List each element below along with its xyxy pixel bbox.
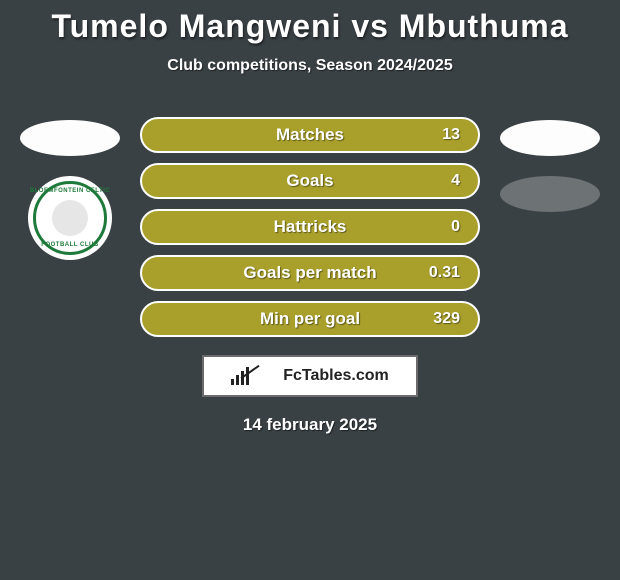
stat-bar: Matches 13 — [140, 117, 480, 153]
stat-bar: Hattricks 0 — [140, 209, 480, 245]
date-text: 14 february 2025 — [0, 415, 620, 435]
stat-bar: Goals per match 0.31 — [140, 255, 480, 291]
stat-label: Matches — [276, 125, 344, 145]
stat-label: Goals — [286, 171, 333, 191]
stat-bar: Goals 4 — [140, 163, 480, 199]
stat-bar: Min per goal 329 — [140, 301, 480, 337]
stat-label: Goals per match — [243, 263, 376, 283]
brand-box: FcTables.com — [202, 355, 418, 397]
stat-value: 329 — [433, 310, 460, 328]
stat-bars: Matches 13 Goals 4 Hattricks 0 Goals per match… — [0, 117, 620, 337]
brand-text: FcTables.com — [283, 367, 389, 385]
stat-label: Hattricks — [274, 217, 347, 237]
subtitle: Club competitions, Season 2024/2025 — [0, 57, 620, 75]
stat-value: 0.31 — [429, 264, 460, 282]
page-title: Tumelo Mangweni vs Mbuthuma — [0, 0, 620, 45]
stat-label: Min per goal — [260, 309, 360, 329]
stat-value: 13 — [442, 126, 460, 144]
stat-value: 0 — [451, 218, 460, 236]
stat-value: 4 — [451, 172, 460, 190]
